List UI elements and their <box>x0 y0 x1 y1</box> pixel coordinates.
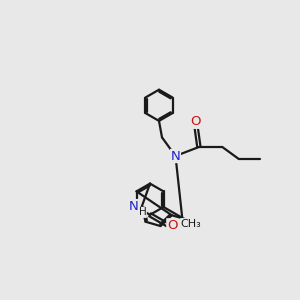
Text: CH₃: CH₃ <box>181 219 201 229</box>
Text: N: N <box>171 149 180 163</box>
Text: O: O <box>167 219 177 232</box>
Text: N: N <box>129 200 139 213</box>
Text: O: O <box>191 115 201 128</box>
Text: H: H <box>139 207 146 218</box>
